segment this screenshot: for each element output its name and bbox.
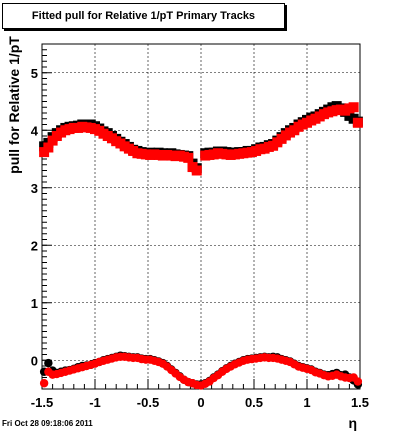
axis-ticks: -1.5 -1 -0.5 0 0.5 1 1.5 0 1 2 3 4 5	[31, 43, 369, 410]
chart-title: Fitted pull for Relative 1/pT Primary Tr…	[2, 3, 285, 29]
y-tick-label: 3	[31, 181, 38, 196]
square-marker	[43, 142, 54, 153]
x-tick-label: 0	[197, 395, 204, 410]
y-tick-label: 1	[31, 296, 38, 311]
x-tick-label: 1	[303, 395, 310, 410]
y-tick-label: 2	[31, 238, 38, 253]
x-tick-label: 0.5	[245, 395, 263, 410]
x-tick-label: 1.5	[351, 395, 369, 410]
square-marker	[352, 117, 363, 128]
x-axis-label: η	[348, 415, 357, 431]
square-marker	[183, 152, 194, 163]
x-tick-label: -1.5	[31, 395, 53, 410]
circle-marker	[39, 379, 49, 388]
y-tick-label: 0	[31, 353, 38, 368]
square-marker	[191, 165, 202, 176]
circle-marker	[353, 377, 363, 386]
circle-marker	[44, 358, 53, 368]
square-marker	[348, 102, 359, 113]
y-tick-label: 5	[31, 66, 38, 81]
y-tick-label: 4	[31, 123, 39, 138]
timestamp-footer: Fri Oct 28 09:18:06 2011	[2, 419, 93, 428]
x-tick-label: -0.5	[137, 395, 159, 410]
y-axis-label: pull for Relative 1/pT	[6, 36, 22, 174]
data-points	[39, 101, 363, 390]
x-tick-label: -1	[89, 395, 101, 410]
grid-lines	[41, 44, 361, 389]
